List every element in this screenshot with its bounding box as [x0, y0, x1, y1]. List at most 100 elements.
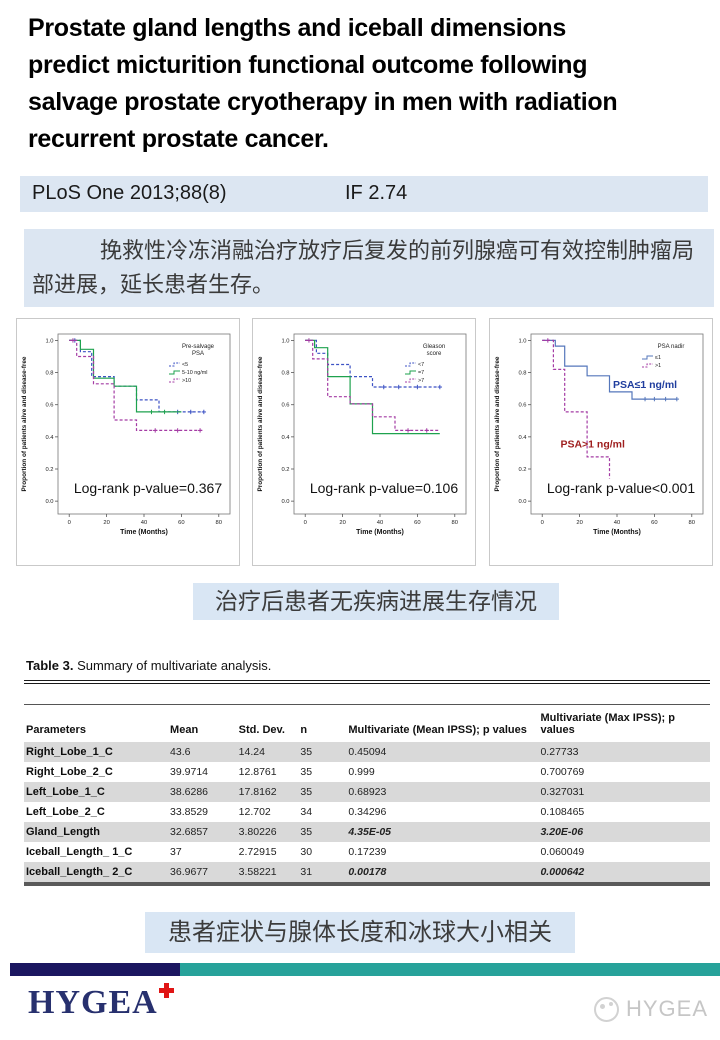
impact-factor: IF 2.74 — [345, 182, 408, 204]
svg-text:1.0: 1.0 — [518, 338, 526, 344]
table-cell: 0.999 — [348, 766, 375, 778]
svg-text:Pre-salvage: Pre-salvage — [182, 344, 215, 350]
table-bottom-rule — [24, 882, 710, 886]
km-chart-presalvage-psa: 0.0 0.2 0.4 0.6 0.8 1.0 0 20 40 60 80 Time (Months)… — [16, 318, 240, 566]
svg-text:80: 80 — [452, 520, 458, 526]
table-cell: 35 — [300, 826, 313, 838]
table-cell: 39.9714 — [170, 766, 209, 778]
svg-text:40: 40 — [141, 520, 147, 526]
title-line: Prostate gland lengths and iceball dimen… — [28, 14, 567, 42]
svg-text:>1: >1 — [655, 363, 661, 369]
table-cell: 43.6 — [170, 746, 191, 758]
table-cell: 4.35E-05 — [348, 826, 392, 838]
svg-text:>10: >10 — [182, 378, 191, 384]
svg-text:60: 60 — [414, 520, 420, 526]
table-cell: 34 — [300, 806, 313, 818]
table-title: Table 3. Summary of multivariate analysi… — [26, 658, 710, 673]
table-row: Right_Lobe_2_C 39.9714 12.8761 35 0.999 0.700… — [24, 762, 710, 782]
multivariate-table-block: Table 3. Summary of multivariate analysi… — [24, 658, 710, 886]
table-cell: 3.58221 — [238, 866, 277, 878]
table-row: Left_Lobe_2_C 33.8529 12.702 34 0.34296 0.108… — [24, 802, 710, 822]
table-cell: 0.45094 — [348, 746, 387, 758]
table-cell: Left_Lobe_1_C — [26, 786, 105, 798]
svg-text:PSA≤1 ng/ml: PSA≤1 ng/ml — [613, 379, 677, 391]
table-cell: 0.68923 — [348, 786, 387, 798]
svg-text:0: 0 — [68, 520, 71, 526]
svg-text:0.2: 0.2 — [45, 467, 53, 473]
table-title-number: Table 3. — [26, 658, 74, 673]
svg-text:1.0: 1.0 — [45, 338, 53, 344]
table-header-row: Parameters Mean Std. Dev. n Multivariate (Me… — [24, 705, 710, 742]
table-row: Left_Lobe_1_C 38.6286 17.8162 35 0.68923 0.32… — [24, 782, 710, 802]
watermark-logo-icon — [593, 996, 619, 1022]
svg-text:Gleason: Gleason — [423, 344, 445, 350]
table-cell: 37 — [170, 846, 182, 858]
table-cell: 0.27733 — [540, 746, 579, 758]
table-row: Iceball_Length_ 1_C 37 2.72915 30 0.17239 0.0… — [24, 842, 710, 862]
table-cell: 35 — [300, 766, 313, 778]
svg-text:0.2: 0.2 — [281, 467, 289, 473]
svg-text:0.0: 0.0 — [518, 499, 526, 505]
table-cell: 32.6857 — [170, 826, 209, 838]
svg-text:Time (Months): Time (Months) — [593, 529, 641, 536]
svg-text:Log-rank p-value=0.367: Log-rank p-value=0.367 — [74, 480, 222, 496]
svg-text:Log-rank p-value=0.106: Log-rank p-value=0.106 — [310, 480, 458, 496]
svg-text:PSA: PSA — [192, 351, 204, 357]
svg-text:20: 20 — [576, 520, 582, 526]
svg-text:0.6: 0.6 — [518, 403, 526, 409]
title-line: recurrent prostate cancer. — [28, 125, 329, 153]
svg-text:1.0: 1.0 — [281, 338, 289, 344]
table-cell: 12.8761 — [238, 766, 277, 778]
table-cell: Gland_Length — [26, 826, 100, 838]
table-cell: 3.20E-06 — [540, 826, 584, 838]
table-cell: 3.80226 — [238, 826, 277, 838]
svg-text:≤1: ≤1 — [655, 355, 661, 361]
table-cell: 0.17239 — [348, 846, 387, 858]
table-column-header: Parameters — [26, 724, 86, 736]
table-row: Right_Lobe_1_C 43.6 14.24 35 0.45094 0.27733 — [24, 742, 710, 762]
table-cell: Left_Lobe_2_C — [26, 806, 105, 818]
watermark: HYGEA — [593, 996, 708, 1022]
paper-title: Prostate gland lengths and iceball dimen… — [28, 10, 706, 158]
table-cell: Right_Lobe_1_C — [26, 746, 113, 758]
table-cell: 35 — [300, 746, 313, 758]
svg-text:<7: <7 — [418, 362, 424, 368]
svg-text:0.2: 0.2 — [518, 467, 526, 473]
table-rule-gap — [24, 684, 710, 704]
table-cell: Iceball_Length_ 1_C — [26, 846, 133, 858]
svg-text:0.8: 0.8 — [45, 371, 53, 377]
svg-text:0.8: 0.8 — [518, 371, 526, 377]
svg-text:20: 20 — [339, 520, 345, 526]
svg-text:Proportion of patients alive a: Proportion of patients alive and disease… — [257, 356, 264, 491]
svg-text:Proportion of patients alive a: Proportion of patients alive and disease… — [494, 356, 501, 491]
survival-charts-row: 0.0 0.2 0.4 0.6 0.8 1.0 0 20 40 60 80 Time (Months)… — [0, 318, 720, 568]
brand-cross-icon — [158, 983, 174, 998]
caption-survival-cn: 治疗后患者无疾病进展生存情况 — [193, 583, 559, 620]
brand-logo: HYGEA — [28, 983, 174, 1022]
svg-text:Time (Months): Time (Months) — [356, 529, 404, 536]
svg-text:0.6: 0.6 — [45, 403, 53, 409]
svg-text:0.8: 0.8 — [281, 371, 289, 377]
table-column-header: Std. Dev. — [238, 724, 285, 736]
svg-text:PSA>1 ng/ml: PSA>1 ng/ml — [560, 438, 625, 450]
summary-box-cn: 挽救性冷冻消融治疗放疗后复发的前列腺癌可有效控制肿瘤局部进展，延长患者生存。 — [24, 229, 714, 307]
table-cell: 0.000642 — [540, 866, 585, 878]
svg-text:=7: =7 — [418, 370, 424, 376]
watermark-text: HYGEA — [625, 996, 708, 1021]
table-cell: 0.34296 — [348, 806, 387, 818]
svg-text:0.4: 0.4 — [45, 435, 54, 441]
table-cell: 30 — [300, 846, 313, 858]
table-title-text: Summary of multivariate analysis. — [73, 658, 272, 673]
title-line: predict micturition functional outcome f… — [28, 51, 588, 79]
journal-bar: PLoS One 2013;88(8) IF 2.74 — [20, 176, 708, 212]
svg-text:>7: >7 — [418, 378, 424, 384]
table-column-header: Multivariate (Max IPSS); p values — [540, 712, 675, 736]
table-cell: 0.00178 — [348, 866, 387, 878]
multivariate-table: Parameters Mean Std. Dev. n Multivariate (Me… — [24, 705, 710, 882]
svg-text:score: score — [427, 351, 442, 357]
svg-text:Log-rank p-value<0.001: Log-rank p-value<0.001 — [547, 480, 695, 496]
table-cell: 12.702 — [238, 806, 271, 818]
table-column-header: Multivariate (Mean IPSS); p values — [348, 724, 527, 736]
km-chart-presalvage-psa-svg: 0.0 0.2 0.4 0.6 0.8 1.0 0 20 40 60 80 Time (Months)… — [16, 318, 240, 566]
journal-citation: PLoS One 2013;88(8) — [32, 182, 227, 204]
